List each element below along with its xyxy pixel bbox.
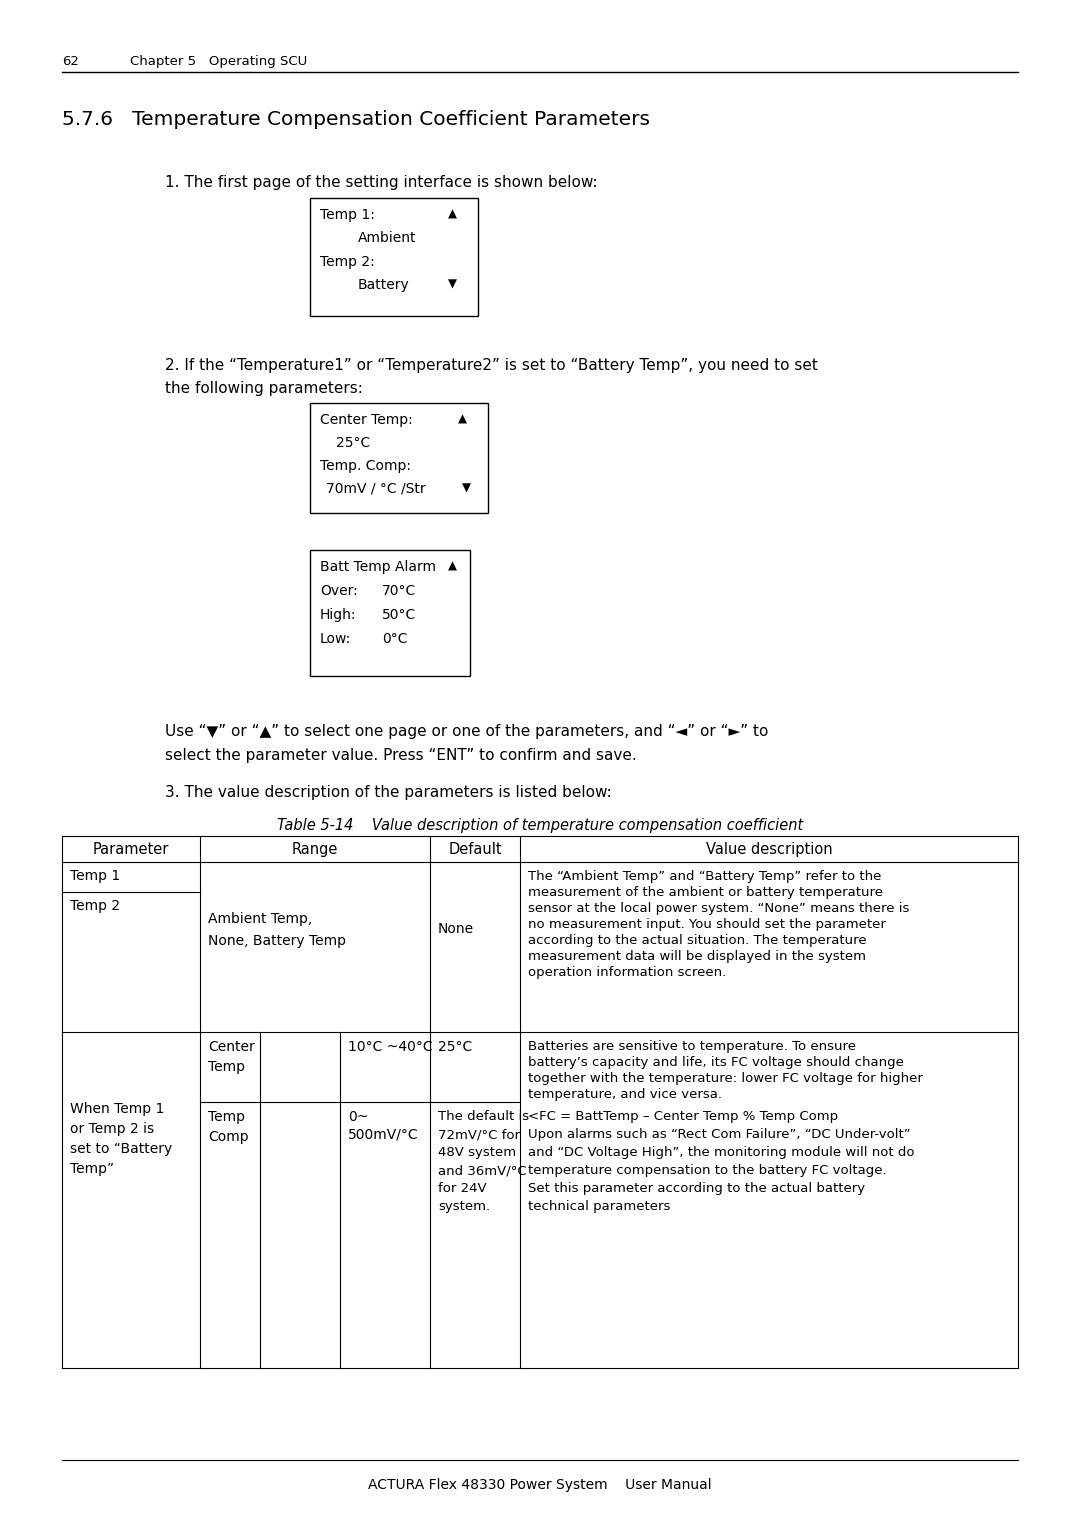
Text: and 36mV/°C: and 36mV/°C bbox=[438, 1164, 527, 1177]
Bar bbox=[310, 199, 478, 316]
Text: according to the actual situation. The temperature: according to the actual situation. The t… bbox=[528, 934, 866, 947]
Text: Temp 2: Temp 2 bbox=[70, 898, 120, 914]
Text: The “Ambient Temp” and “Battery Temp” refer to the: The “Ambient Temp” and “Battery Temp” re… bbox=[528, 869, 881, 883]
Text: Range: Range bbox=[292, 842, 338, 857]
Text: 500mV/°C: 500mV/°C bbox=[348, 1128, 419, 1141]
Text: together with the temperature: lower FC voltage for higher: together with the temperature: lower FC … bbox=[528, 1073, 923, 1085]
Text: 1. The first page of the setting interface is shown below:: 1. The first page of the setting interfa… bbox=[165, 176, 597, 189]
Text: Over:: Over: bbox=[320, 584, 357, 597]
Text: Default: Default bbox=[448, 842, 502, 857]
Text: Battery: Battery bbox=[357, 278, 409, 292]
Text: operation information screen.: operation information screen. bbox=[528, 966, 726, 979]
Text: 25°C: 25°C bbox=[438, 1041, 472, 1054]
Text: Ambient Temp,: Ambient Temp, bbox=[208, 912, 312, 926]
Text: Batt Temp Alarm: Batt Temp Alarm bbox=[320, 559, 436, 575]
Text: the following parameters:: the following parameters: bbox=[165, 380, 363, 396]
Text: None, Battery Temp: None, Battery Temp bbox=[208, 934, 346, 947]
Text: Comp: Comp bbox=[208, 1131, 248, 1144]
Text: Parameter: Parameter bbox=[93, 842, 170, 857]
Text: select the parameter value. Press “ENT” to confirm and save.: select the parameter value. Press “ENT” … bbox=[165, 749, 637, 762]
Text: 25°C: 25°C bbox=[336, 435, 370, 451]
Text: Low:: Low: bbox=[320, 633, 351, 646]
Text: measurement data will be displayed in the system: measurement data will be displayed in th… bbox=[528, 950, 866, 963]
Text: ▲: ▲ bbox=[458, 413, 467, 426]
Text: <FC = BattTemp – Center Temp % Temp Comp: <FC = BattTemp – Center Temp % Temp Comp bbox=[528, 1109, 838, 1123]
Text: 50°C: 50°C bbox=[382, 608, 416, 622]
Text: Chapter 5   Operating SCU: Chapter 5 Operating SCU bbox=[130, 55, 307, 69]
Text: technical parameters: technical parameters bbox=[528, 1199, 671, 1213]
Text: 72mV/°C for: 72mV/°C for bbox=[438, 1128, 519, 1141]
Text: ▲: ▲ bbox=[448, 208, 457, 222]
Text: Temp”: Temp” bbox=[70, 1161, 114, 1177]
Text: Ambient: Ambient bbox=[357, 231, 417, 244]
Text: temperature compensation to the battery FC voltage.: temperature compensation to the battery … bbox=[528, 1164, 887, 1177]
Text: 0°C: 0°C bbox=[382, 633, 407, 646]
Text: 70mV / °C /Str: 70mV / °C /Str bbox=[326, 481, 426, 497]
Text: Temp 1:: Temp 1: bbox=[320, 208, 375, 222]
Text: High:: High: bbox=[320, 608, 356, 622]
Text: Temp 1: Temp 1 bbox=[70, 869, 120, 883]
Text: ▼: ▼ bbox=[448, 278, 457, 290]
Text: Use “▼” or “▲” to select one page or one of the parameters, and “◄” or “►” to: Use “▼” or “▲” to select one page or one… bbox=[165, 724, 768, 740]
Text: ▲: ▲ bbox=[448, 559, 457, 573]
Text: 3. The value description of the parameters is listed below:: 3. The value description of the paramete… bbox=[165, 785, 611, 801]
Bar bbox=[310, 550, 470, 675]
Text: set to “Battery: set to “Battery bbox=[70, 1141, 172, 1157]
Text: Temp: Temp bbox=[208, 1060, 245, 1074]
Text: Set this parameter according to the actual battery: Set this parameter according to the actu… bbox=[528, 1183, 865, 1195]
Text: None: None bbox=[438, 921, 474, 937]
Text: When Temp 1: When Temp 1 bbox=[70, 1102, 164, 1115]
Text: 2. If the “Temperature1” or “Temperature2” is set to “Battery Temp”, you need to: 2. If the “Temperature1” or “Temperature… bbox=[165, 358, 818, 373]
Text: 5.7.6   Temperature Compensation Coefficient Parameters: 5.7.6 Temperature Compensation Coefficie… bbox=[62, 110, 650, 128]
Text: measurement of the ambient or battery temperature: measurement of the ambient or battery te… bbox=[528, 886, 883, 898]
Text: or Temp 2 is: or Temp 2 is bbox=[70, 1122, 154, 1135]
Text: ACTURA Flex 48330 Power System    User Manual: ACTURA Flex 48330 Power System User Manu… bbox=[368, 1478, 712, 1491]
Text: and “DC Voltage High”, the monitoring module will not do: and “DC Voltage High”, the monitoring mo… bbox=[528, 1146, 915, 1160]
Text: 70°C: 70°C bbox=[382, 584, 416, 597]
Text: system.: system. bbox=[438, 1199, 490, 1213]
Text: 48V system: 48V system bbox=[438, 1146, 516, 1160]
Text: Temp: Temp bbox=[208, 1109, 245, 1125]
Text: The default is: The default is bbox=[438, 1109, 529, 1123]
Text: for 24V: for 24V bbox=[438, 1183, 487, 1195]
Text: 0~: 0~ bbox=[348, 1109, 368, 1125]
Text: no measurement input. You should set the parameter: no measurement input. You should set the… bbox=[528, 918, 886, 931]
Text: Value description: Value description bbox=[705, 842, 833, 857]
Text: 62: 62 bbox=[62, 55, 79, 69]
Text: Center: Center bbox=[208, 1041, 255, 1054]
Text: battery’s capacity and life, its FC voltage should change: battery’s capacity and life, its FC volt… bbox=[528, 1056, 904, 1070]
Text: Center Temp:: Center Temp: bbox=[320, 413, 413, 426]
Text: sensor at the local power system. “None” means there is: sensor at the local power system. “None”… bbox=[528, 902, 909, 915]
Text: 10°C ~40°C: 10°C ~40°C bbox=[348, 1041, 433, 1054]
Text: Table 5-14    Value description of temperature compensation coefficient: Table 5-14 Value description of temperat… bbox=[276, 817, 804, 833]
Text: Temp 2:: Temp 2: bbox=[320, 255, 375, 269]
Text: ▼: ▼ bbox=[462, 481, 471, 495]
Bar bbox=[310, 403, 488, 513]
Text: Temp. Comp:: Temp. Comp: bbox=[320, 458, 411, 474]
Text: Upon alarms such as “Rect Com Failure”, “DC Under-volt”: Upon alarms such as “Rect Com Failure”, … bbox=[528, 1128, 910, 1141]
Text: temperature, and vice versa.: temperature, and vice versa. bbox=[528, 1088, 723, 1102]
Text: Batteries are sensitive to temperature. To ensure: Batteries are sensitive to temperature. … bbox=[528, 1041, 856, 1053]
